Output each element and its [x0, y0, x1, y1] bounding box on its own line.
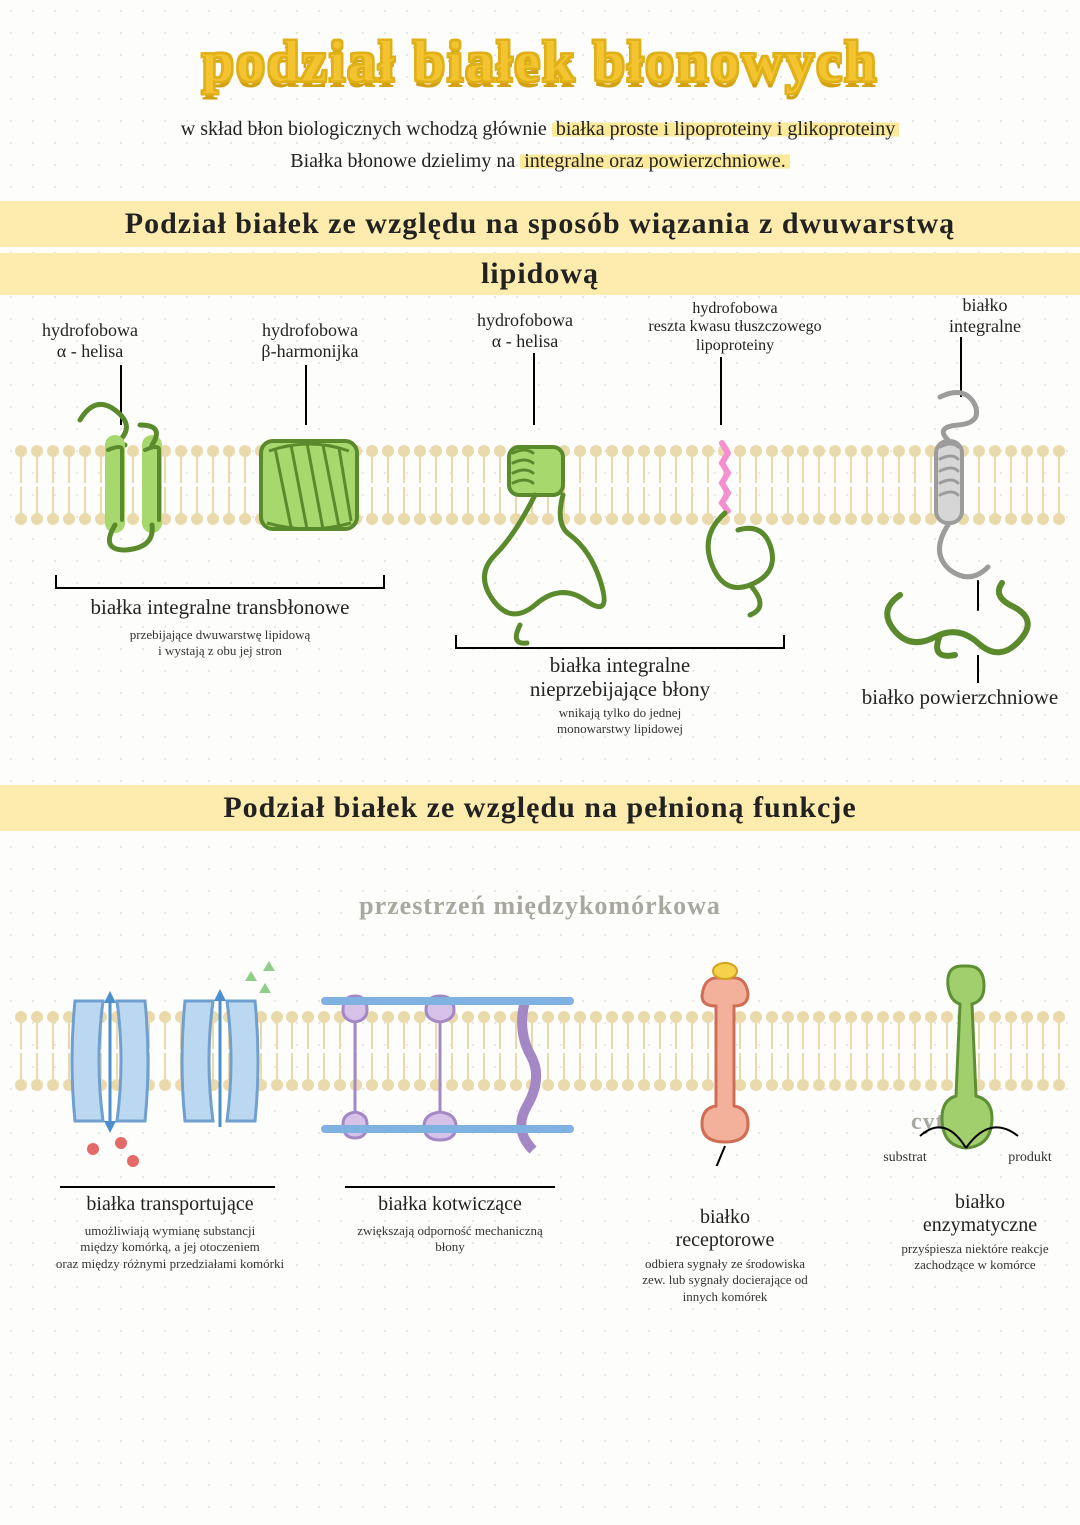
sublabel-transport: umożliwiają wymianę substancji między ko…: [35, 1223, 305, 1272]
section1-heading-band: Podział białek ze względu na sposób wiąz…: [0, 201, 1080, 247]
protein-receptor: [680, 946, 790, 1166]
section1-heading-band2: lipidową: [0, 253, 1080, 295]
sublabel-nonpiercing: wnikają tylko do jednej monowarstwy lipi…: [480, 705, 760, 738]
section1-diagram: hydrofobowa α - helisa hydrofobowa β-har…: [0, 295, 1080, 775]
section2-heading: Podział białek ze względu na pełnioną fu…: [0, 791, 1080, 825]
sublabel-transmembrane: przebijające dwuwarstwę lipidową i wysta…: [70, 627, 370, 660]
section2-diagram: przestrzeń międzykomórkowa cytozol: [0, 831, 1080, 1391]
protein-enzyme: [900, 946, 1040, 1176]
label-nonpiercing: białka integralne nieprzebijające błony: [455, 653, 785, 701]
intro-line2-highlight: integralne oraz powierzchniowe.: [520, 150, 790, 172]
label-alpha-helix-1: hydrofobowa α - helisa: [10, 320, 170, 361]
sublabel-receptor: odbiera sygnały ze środowiska zew. lub s…: [625, 1256, 825, 1305]
label-integral-right: białko integralne: [910, 295, 1060, 336]
sublabel-anchor: zwiększają odporność mechaniczną błony: [335, 1223, 565, 1256]
label-beta-sheet: hydrofobowa β-harmonijka: [225, 320, 395, 361]
intro-line2a: Białka błonowe dzielimy na: [290, 150, 520, 172]
protein-lipoprotein: [690, 435, 800, 635]
pointer-alpha2: [533, 353, 535, 425]
section1-heading-line1: Podział białek ze względu na sposób wiąz…: [0, 207, 1080, 241]
section2-heading-band: Podział białek ze względu na pełnioną fu…: [0, 785, 1080, 831]
page-title: podział białek błonowych: [0, 0, 1080, 105]
label-enzyme: białko enzymatyczne: [890, 1191, 1070, 1237]
section1-heading-line2: lipidową: [0, 257, 1080, 291]
protein-beta-barrel: [255, 433, 365, 538]
underline-anchor: [345, 1186, 555, 1188]
label-substrate: substrat: [865, 1149, 945, 1167]
protein-integral-and-surface: [870, 385, 1070, 685]
label-anchor: białka kotwiczące: [335, 1193, 565, 1216]
pointer-beta: [305, 365, 307, 425]
intro-text: w skład błon biologicznych wchodzą główn…: [0, 105, 1080, 195]
bracket-transmembrane: [55, 575, 385, 589]
protein-alpha-nonpiercing: [465, 425, 635, 655]
pointer-surface: [977, 655, 979, 683]
underline-transport: [60, 1186, 275, 1188]
label-extracellular-space: przestrzeń międzykomórkowa: [0, 891, 1080, 921]
intro-line1a: w skład błon biologicznych wchodzą główn…: [181, 118, 552, 140]
label-lipoprotein: hydrofobowa reszta kwasu tłuszczowego li…: [625, 300, 845, 355]
label-alpha-helix-2: hydrofobowa α - helisa: [445, 310, 605, 351]
pointer-lipo: [720, 357, 722, 425]
label-receptor: białko receptorowe: [640, 1206, 810, 1252]
label-transport: białka transportujące: [45, 1193, 295, 1216]
intro-line1-highlight: białka proste i lipoproteiny i glikoprot…: [552, 118, 899, 140]
label-product: produkt: [990, 1149, 1070, 1167]
protein-anchoring: [320, 951, 590, 1171]
bracket-nonpiercing: [455, 635, 785, 649]
sublabel-enzyme: przyśpiesza niektóre reakcje zachodzące …: [875, 1241, 1075, 1274]
protein-transport: [55, 951, 295, 1181]
label-transmembrane: białka integralne transbłonowe: [55, 595, 385, 619]
protein-alpha-transmembrane: [70, 390, 200, 570]
label-surface-protein: białko powierzchniowe: [850, 685, 1070, 709]
